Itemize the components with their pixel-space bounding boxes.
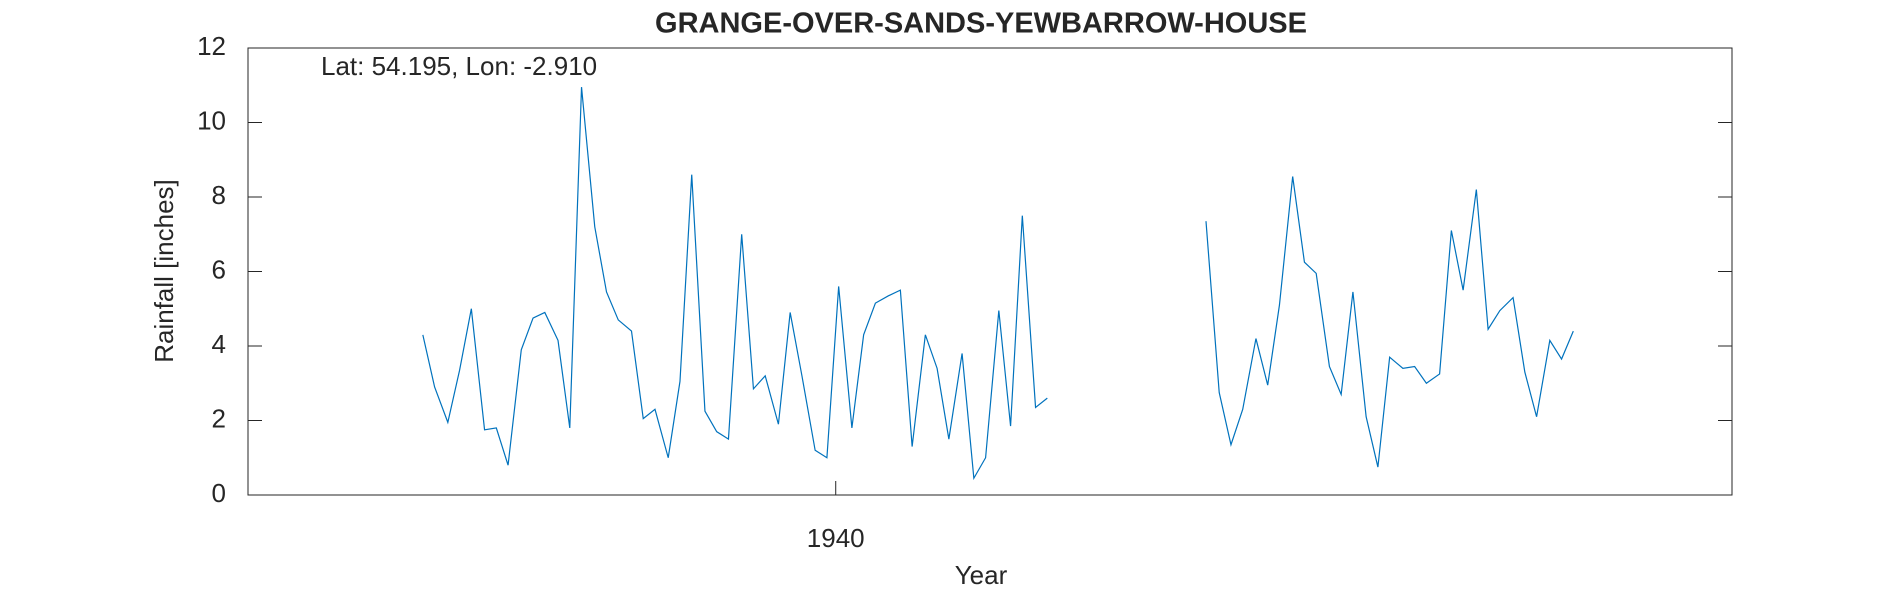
y-tick-label: 4 <box>212 329 226 359</box>
y-tick-label: 12 <box>197 31 226 61</box>
y-tick-label: 2 <box>212 403 226 433</box>
x-tick-label: 1940 <box>807 523 865 553</box>
y-axis-label: Rainfall [inches] <box>149 179 179 363</box>
data-line <box>422 87 1574 481</box>
annotation: Lat: 54.195, Lon: -2.910 <box>321 51 597 81</box>
x-axis-label: Year <box>955 560 1008 590</box>
y-tick-label: 0 <box>212 478 226 508</box>
axes-box <box>247 47 1733 496</box>
chart-title: GRANGE-OVER-SANDS-YEWBARROW-HOUSE <box>655 8 1307 40</box>
y-tick-label: 8 <box>212 180 226 210</box>
y-tick-label: 6 <box>212 254 226 284</box>
y-tick-label: 10 <box>197 105 226 135</box>
